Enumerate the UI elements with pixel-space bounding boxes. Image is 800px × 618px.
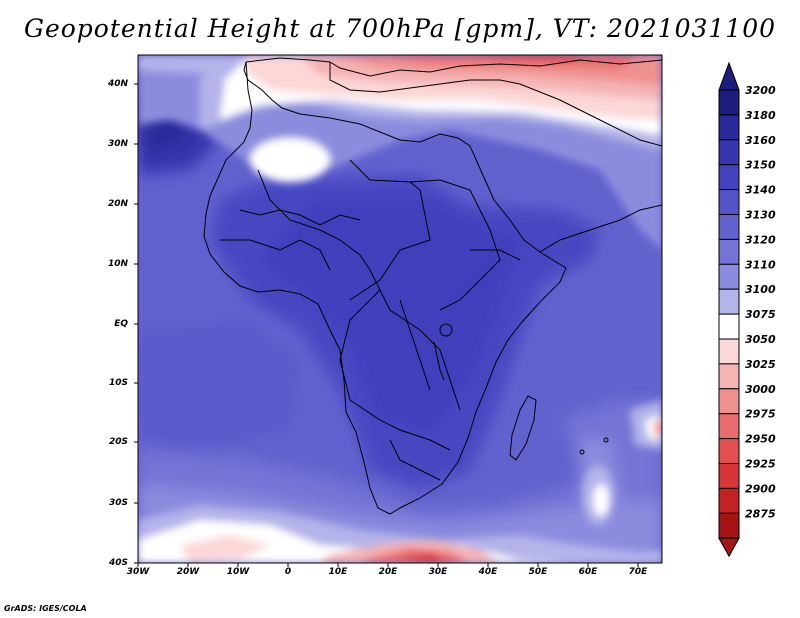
legend-level-label: 3110 xyxy=(745,258,776,271)
lon-label: 20W xyxy=(176,567,200,577)
coastlines xyxy=(203,57,662,515)
legend-level-label: 3200 xyxy=(745,84,776,97)
lat-label: 30N xyxy=(107,139,128,149)
legend-level-label: 3150 xyxy=(745,159,776,172)
legend-swatch xyxy=(718,487,740,514)
lon-label: 60E xyxy=(578,567,598,577)
lon-label: 40E xyxy=(478,567,498,577)
legend-level-label: 3025 xyxy=(745,358,776,371)
legend-swatch xyxy=(718,388,740,415)
lat-label: 20N xyxy=(107,199,128,209)
legend-level-label: 2900 xyxy=(745,482,776,495)
legend-swatch xyxy=(718,338,740,365)
lat-label: EQ xyxy=(114,319,128,329)
axis-ticks xyxy=(134,83,639,567)
legend-swatch xyxy=(718,363,740,390)
legend-level-label: 3180 xyxy=(745,109,776,122)
lon-label: 0 xyxy=(284,567,292,577)
legend-level-label: 3000 xyxy=(745,383,776,396)
legend-level-label: 2950 xyxy=(745,433,776,446)
legend-swatch xyxy=(718,214,740,240)
legend-swatch xyxy=(718,288,740,315)
legend-swatch xyxy=(718,164,740,191)
legend-swatch xyxy=(718,413,740,440)
legend-level-label: 2925 xyxy=(745,458,776,471)
legend-swatch xyxy=(718,189,740,216)
legend-top-triangle xyxy=(718,61,740,91)
legend-swatch xyxy=(718,139,740,166)
color-legend: 3200 3180 3160 3150 3140 3130 3120 3110 3100 3075… xyxy=(718,61,776,558)
lat-label: 10N xyxy=(107,259,128,269)
legend-level-label: 3100 xyxy=(745,283,776,296)
grads-credit: GrADS: IGES/COLA xyxy=(4,604,87,613)
lon-label: 10E xyxy=(328,567,348,577)
legend-swatch xyxy=(718,313,740,340)
legend-level-label: 3075 xyxy=(745,308,776,321)
lat-label: 40S xyxy=(108,558,128,568)
lon-label: 10W xyxy=(226,567,250,577)
lat-label: 10S xyxy=(108,378,128,388)
legend-level-label: 3140 xyxy=(745,184,776,197)
legend-level-label: 3050 xyxy=(745,333,776,346)
lat-label: 30S xyxy=(108,498,128,508)
legend-swatch xyxy=(718,463,740,489)
legend-level-label: 3130 xyxy=(745,209,776,222)
legend-level-label: 3120 xyxy=(745,233,776,246)
legend-swatch xyxy=(718,89,740,116)
lon-label: 20E xyxy=(378,567,398,577)
lat-label: 40N xyxy=(107,79,128,89)
lon-label: 30W xyxy=(126,567,150,577)
legend-bottom-triangle xyxy=(718,537,740,558)
legend-level-label: 2975 xyxy=(745,408,776,421)
legend-swatch xyxy=(718,238,740,265)
legend-swatch xyxy=(718,438,740,465)
height-field xyxy=(138,55,662,563)
map-frame xyxy=(137,54,663,564)
lat-label: 20S xyxy=(108,437,128,447)
lon-label: 30E xyxy=(428,567,448,577)
legend-level-label: 3160 xyxy=(745,134,776,147)
legend-level-label: 2875 xyxy=(745,507,776,520)
lon-label: 70E xyxy=(628,567,648,577)
legend-swatch xyxy=(718,512,740,539)
map-title: Geopotential Height at 700hPa [gpm], VT:… xyxy=(23,14,777,43)
legend-swatch xyxy=(718,263,740,290)
lon-label: 50E xyxy=(528,567,548,577)
legend-swatch xyxy=(718,114,740,141)
